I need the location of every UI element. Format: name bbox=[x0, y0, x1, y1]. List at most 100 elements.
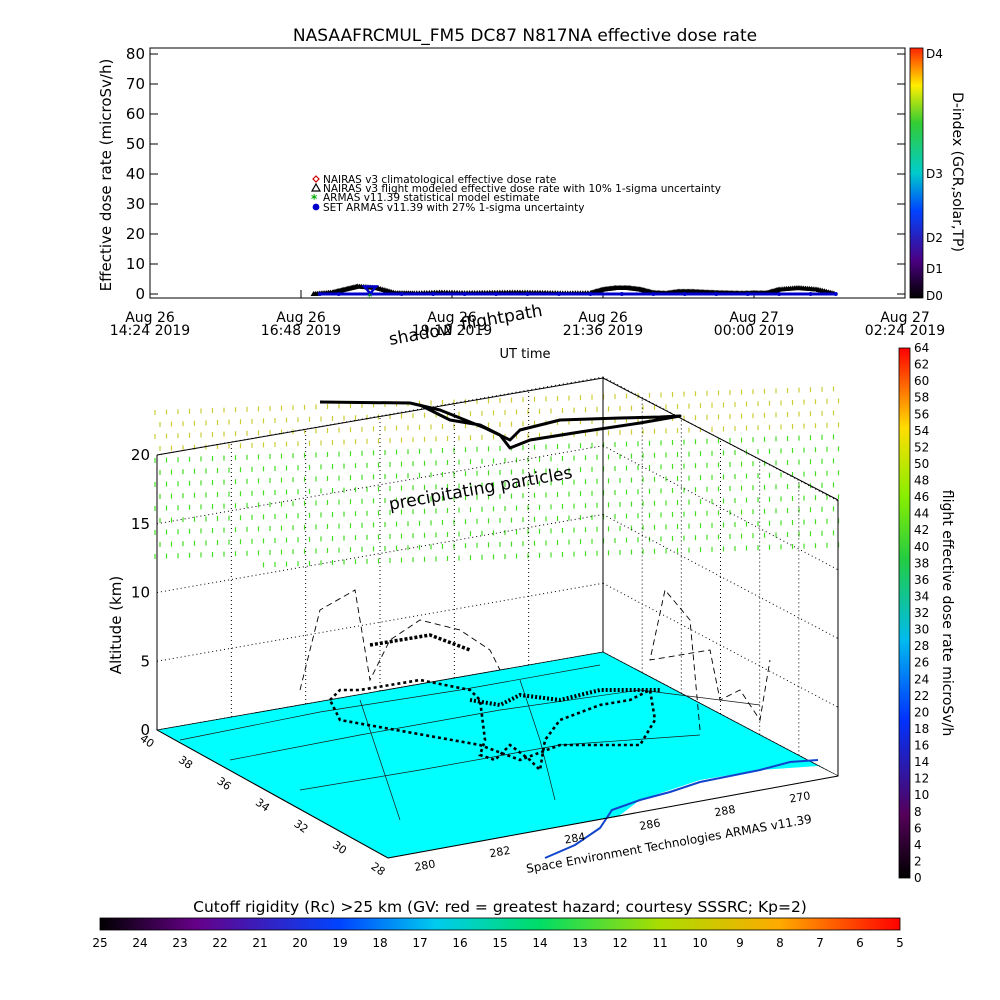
cutoff-rigidity-tick-label: 20 bbox=[292, 936, 307, 950]
dose-rate-tick-label: 20 bbox=[914, 705, 929, 719]
armas-statistical-marker: * bbox=[367, 292, 372, 303]
altitude-axis-label: Altitude (km) bbox=[107, 576, 125, 674]
dose-rate-tick-label: 18 bbox=[914, 722, 929, 736]
cutoff-rigidity-tick-label: 25 bbox=[92, 936, 107, 950]
cutoff-rigidity-tick-label: 9 bbox=[736, 936, 744, 950]
legend-entry-nairas-flight: NAIRAS v3 flight modeled effective dose … bbox=[323, 183, 721, 195]
altitude-drop-lines-right bbox=[649, 589, 771, 731]
top-x-axis-label: UT time bbox=[500, 347, 551, 362]
top-x-tick-label-time: 21:36 2019 bbox=[563, 323, 643, 339]
top-y-tick-label: 50 bbox=[126, 135, 145, 153]
set-armas-uncertainty-marker bbox=[361, 285, 379, 296]
altitude-tick-label: 20 bbox=[131, 446, 150, 464]
top-x-tick-label-time: 19:12 2019 bbox=[412, 323, 492, 339]
latitude-tick-label: 36 bbox=[215, 774, 234, 793]
cutoff-rigidity-tick-label: 17 bbox=[412, 936, 427, 950]
coastline bbox=[544, 759, 819, 859]
cutoff-rigidity-tick-label: 10 bbox=[692, 936, 707, 950]
state-border-3 bbox=[299, 734, 701, 791]
dose-rate-tick-label: 64 bbox=[914, 341, 929, 355]
three-d-flight-panel: shadow flightpath precipitating particle… bbox=[107, 301, 840, 879]
top-x-tick-label-date: Aug 26 bbox=[125, 310, 175, 326]
top-x-tick-label-date: Aug 26 bbox=[276, 310, 326, 326]
set-armas-marker bbox=[777, 292, 782, 296]
dose-rate-tick-label: 56 bbox=[914, 407, 929, 421]
cutoff-rigidity-tick-label: 14 bbox=[532, 936, 547, 950]
state-border-4 bbox=[359, 699, 401, 821]
top-y-tick-label: 20 bbox=[126, 225, 145, 243]
top-plot-frame bbox=[149, 47, 906, 299]
set-armas-marker bbox=[399, 292, 404, 296]
cutoff-rigidity-tick-label: 23 bbox=[172, 936, 187, 950]
cutoff-rigidity-tick-label: 6 bbox=[856, 936, 864, 950]
dose-rate-tick-label: 32 bbox=[914, 606, 929, 620]
cutoff-rigidity-tick-label: 24 bbox=[132, 936, 147, 950]
altitude-tick-label: 5 bbox=[140, 652, 150, 670]
dose-rate-tick-label: 46 bbox=[914, 490, 929, 504]
cutoff-rigidity-tick-label: 11 bbox=[652, 936, 667, 950]
cutoff-rigidity-tick-label: 5 bbox=[896, 936, 904, 950]
set-armas-marker bbox=[556, 292, 561, 296]
dose-rate-tick-label: 8 bbox=[914, 805, 922, 819]
mid-altitude-segment bbox=[369, 633, 471, 652]
longitude-tick-label: 288 bbox=[713, 803, 736, 819]
d-index-tick-d0: D0 bbox=[926, 289, 943, 303]
dose-rate-tick-label: 6 bbox=[914, 821, 922, 835]
d-index-tick-d2: D2 bbox=[926, 231, 943, 245]
top-series-marks: * bbox=[310, 283, 838, 303]
dose-rate-tick-label: 10 bbox=[914, 788, 929, 802]
top-y-tick-label: 10 bbox=[126, 255, 145, 273]
cutoff-rigidity-tick-label: 15 bbox=[492, 936, 507, 950]
latitude-tick-label: 28 bbox=[369, 860, 388, 879]
legend-marker-circle bbox=[312, 203, 320, 211]
side-wall-gridline bbox=[602, 514, 839, 639]
set-armas-marker bbox=[317, 292, 322, 296]
altitude-drop-lines-left bbox=[299, 589, 501, 691]
top-y-tick-label: 0 bbox=[135, 285, 145, 303]
longitude-tick-label: 284 bbox=[563, 830, 586, 846]
floor-front-edge bbox=[387, 775, 839, 859]
d-index-axis-label: D-index (GCR,solar,TP) bbox=[949, 92, 965, 252]
dose-rate-tick-label: 30 bbox=[914, 623, 929, 637]
legend-marker-diamond bbox=[312, 175, 320, 183]
dose-rate-tick-label: 44 bbox=[914, 507, 929, 521]
altitude-ticks: 0 5 10 15 20 bbox=[131, 446, 150, 739]
longitude-tick-label: 286 bbox=[638, 816, 661, 832]
latitude-tick-label: 34 bbox=[253, 796, 272, 815]
flightpath-high-altitude bbox=[319, 400, 682, 450]
top-y-tick-label: 60 bbox=[126, 105, 145, 123]
altitude-tick-label: 0 bbox=[140, 721, 150, 739]
annotation-precipitating-particles: precipitating particles bbox=[387, 463, 574, 515]
state-border-1 bbox=[179, 664, 601, 741]
longitude-tick-label: 280 bbox=[413, 857, 436, 873]
cutoff-rigidity-tick-label: 18 bbox=[372, 936, 387, 950]
set-armas-marker bbox=[588, 292, 593, 296]
top-y-tick-label: 70 bbox=[126, 75, 145, 93]
dose-rate-tick-label: 38 bbox=[914, 556, 929, 570]
set-armas-marker bbox=[808, 292, 813, 296]
annotation-flightpath: flightpath bbox=[459, 301, 544, 335]
d-index-tick-d3: D3 bbox=[926, 167, 943, 181]
top-y-axis-label: Effective dose rate (microSv/h) bbox=[97, 59, 115, 292]
top-x-tick-label-time: 00:00 2019 bbox=[714, 323, 794, 339]
altitude-tick-label: 10 bbox=[131, 584, 150, 602]
d-index-colorbar-fill bbox=[909, 47, 924, 299]
dose-rate-tick-label: 36 bbox=[914, 573, 929, 587]
state-border-5 bbox=[519, 679, 556, 801]
dose-rate-tick-label: 4 bbox=[914, 838, 922, 852]
dose-rate-tick-label: 48 bbox=[914, 474, 929, 488]
latitude-tick-label: 38 bbox=[176, 753, 195, 772]
cutoff-rigidity-tick-label: 16 bbox=[452, 936, 467, 950]
latitude-tick-label: 32 bbox=[292, 817, 311, 836]
set-armas-marker bbox=[336, 292, 341, 296]
cutoff-rigidity-tick-label: 7 bbox=[816, 936, 824, 950]
longitude-tick-label: 282 bbox=[488, 844, 511, 860]
dose-rate-tick-label: 0 bbox=[914, 871, 922, 885]
top-x-tick-label-date: Aug 26 bbox=[578, 310, 628, 326]
legend-marker-triangle bbox=[310, 182, 322, 192]
dose-rate-tick-label: 34 bbox=[914, 589, 929, 603]
cutoff-rigidity-tick-label: 22 bbox=[212, 936, 227, 950]
legend-entry-nairas-climatological: NAIRAS v3 climatological effective dose … bbox=[323, 174, 556, 186]
dose-rate-tick-label: 58 bbox=[914, 391, 929, 405]
